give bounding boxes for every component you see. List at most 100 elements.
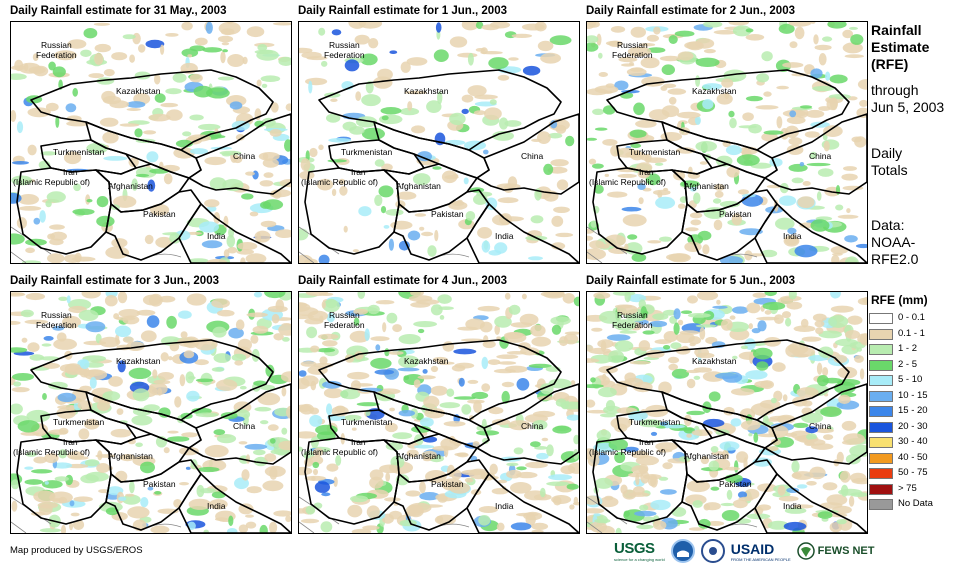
map-label-turkmenistan: Turkmenistan: [53, 147, 104, 157]
legend-swatch: [869, 499, 893, 510]
rainfall-map: Russian Federation Kazakhstan Turkmenistan I…: [586, 291, 868, 534]
legend-label: 10 - 15: [898, 389, 928, 401]
legend-label: 2 - 5: [898, 358, 918, 370]
country-border: [178, 473, 291, 533]
map-label-iran: Iran: [63, 167, 78, 177]
through-date: Jun 5, 2003: [871, 99, 945, 115]
map-label-afghanistan: Afghanistan: [396, 451, 441, 461]
map-label-russia: Russian: [41, 40, 72, 50]
legend-swatch: [869, 437, 893, 448]
data-line: Data:: [871, 217, 905, 233]
map-label-russia: Federation: [324, 50, 365, 60]
usgs-logo: USGS science for a changing world: [614, 540, 665, 562]
rainfall-map: Russian Federation Kazakhstan Turkmenistan I…: [586, 21, 868, 264]
map-label-pakistan: Pakistan: [431, 479, 464, 489]
map-label-iran: (Islamic Republic of): [13, 447, 90, 457]
country-border: [754, 203, 867, 263]
legend-label: 0 - 0.1: [898, 312, 925, 323]
map-label-iran: Iran: [639, 437, 654, 447]
map-label-russia: Russian: [41, 310, 72, 320]
country-border: [764, 383, 867, 465]
usgs-tagline: science for a changing world: [614, 557, 665, 562]
map-label-iran: (Islamic Republic of): [301, 177, 378, 187]
map-label-kazakhstan: Kazakhstan: [692, 86, 737, 96]
map-label-kazakhstan: Kazakhstan: [116, 356, 161, 366]
noaa-logo: [670, 539, 695, 563]
legend-label: 5 - 10: [898, 374, 923, 385]
map-label-india: India: [495, 501, 514, 511]
fews-wordmark: FEWS NET: [817, 545, 875, 557]
map-label-india: India: [783, 231, 802, 241]
country-border: [188, 383, 291, 465]
legend-swatch: [869, 375, 893, 386]
map-label-china: China: [809, 151, 831, 161]
rainfall-map: Russian Federation Kazakhstan Turkmenistan I…: [10, 21, 292, 264]
country-border: [178, 203, 291, 263]
legend-swatch: [869, 328, 893, 340]
map-label-russia: Federation: [324, 320, 365, 330]
panel-title: Daily Rainfall estimate for 1 Jun., 2003: [298, 5, 507, 17]
map-label-iran: Iran: [351, 437, 366, 447]
legend-swatch: [869, 344, 893, 355]
rainfall-map: Russian Federation Kazakhstan Turkmenistan I…: [298, 291, 580, 534]
sidebar-totals: Daily Totals: [871, 145, 908, 179]
credit-text: Map produced by USGS/EROS: [10, 545, 143, 556]
country-border: [764, 113, 867, 195]
sidebar-title: Rainfall Estimate (RFE): [871, 22, 929, 73]
legend-label: 1 - 2: [898, 343, 918, 354]
sidebar-through: through Jun 5, 2003: [871, 82, 944, 116]
legend-label: No Data: [898, 498, 933, 509]
map-label-china: China: [809, 421, 831, 431]
map-label-china: China: [233, 421, 255, 431]
legend-swatch: [869, 313, 893, 324]
title-line: Rainfall: [871, 22, 922, 38]
rainfall-raster: [299, 292, 579, 533]
map-label-kazakhstan: Kazakhstan: [692, 356, 737, 366]
country-border: [476, 383, 579, 465]
map-label-afghanistan: Afghanistan: [684, 181, 729, 191]
legend-label: 30 - 40: [898, 436, 928, 447]
legend-label: 50 - 75: [898, 467, 928, 478]
map-label-china: China: [521, 421, 543, 431]
map-label-iran: (Islamic Republic of): [13, 177, 90, 187]
map-label-turkmenistan: Turkmenistan: [629, 417, 680, 427]
legend-swatch: [869, 452, 893, 464]
seal-logo: [700, 539, 725, 563]
map-label-iran: (Islamic Republic of): [301, 447, 378, 457]
panel-title: Daily Rainfall estimate for 4 Jun., 2003: [298, 275, 507, 287]
country-border: [466, 473, 579, 533]
country-border: [188, 113, 291, 195]
map-label-pakistan: Pakistan: [143, 479, 176, 489]
map-label-russia: Russian: [329, 310, 360, 320]
panel-title: Daily Rainfall estimate for 5 Jun., 2003: [586, 275, 795, 287]
rainfall-raster: [587, 292, 867, 533]
map-label-iran: Iran: [639, 167, 654, 177]
through-label: through: [871, 82, 919, 98]
map-label-iran: (Islamic Republic of): [589, 447, 666, 457]
map-label-iran: Iran: [351, 167, 366, 177]
map-label-russia: Federation: [612, 320, 653, 330]
country-border: [466, 203, 579, 263]
legend-label: 15 - 20: [898, 405, 928, 416]
legend-swatch: [869, 421, 893, 433]
map-label-kazakhstan: Kazakhstan: [404, 356, 449, 366]
map-label-turkmenistan: Turkmenistan: [341, 417, 392, 427]
legend-label: 40 - 50: [898, 451, 928, 463]
panel-title: Daily Rainfall estimate for 2 Jun., 2003: [586, 5, 795, 17]
legend-swatch: [869, 468, 893, 479]
usaid-wordmark: USAID: [730, 540, 775, 557]
map-label-pakistan: Pakistan: [431, 209, 464, 219]
map-label-iran: (Islamic Republic of): [589, 177, 666, 187]
totals-line: Totals: [871, 162, 908, 178]
logo-strip: USGS science for a changing world USAID …: [614, 538, 874, 564]
title-line: Estimate: [871, 39, 930, 55]
rainfall-raster: [299, 22, 575, 263]
legend-label: > 75: [898, 482, 917, 494]
map-label-turkmenistan: Turkmenistan: [341, 147, 392, 157]
sidebar-data-source: Data: NOAA- RFE2.0: [871, 217, 918, 268]
legend-label: 0.1 - 1: [898, 327, 925, 339]
map-label-russia: Russian: [617, 40, 648, 50]
rainfall-raster: [11, 22, 291, 263]
map-label-afghanistan: Afghanistan: [396, 181, 441, 191]
legend-label: 20 - 30: [898, 420, 928, 432]
